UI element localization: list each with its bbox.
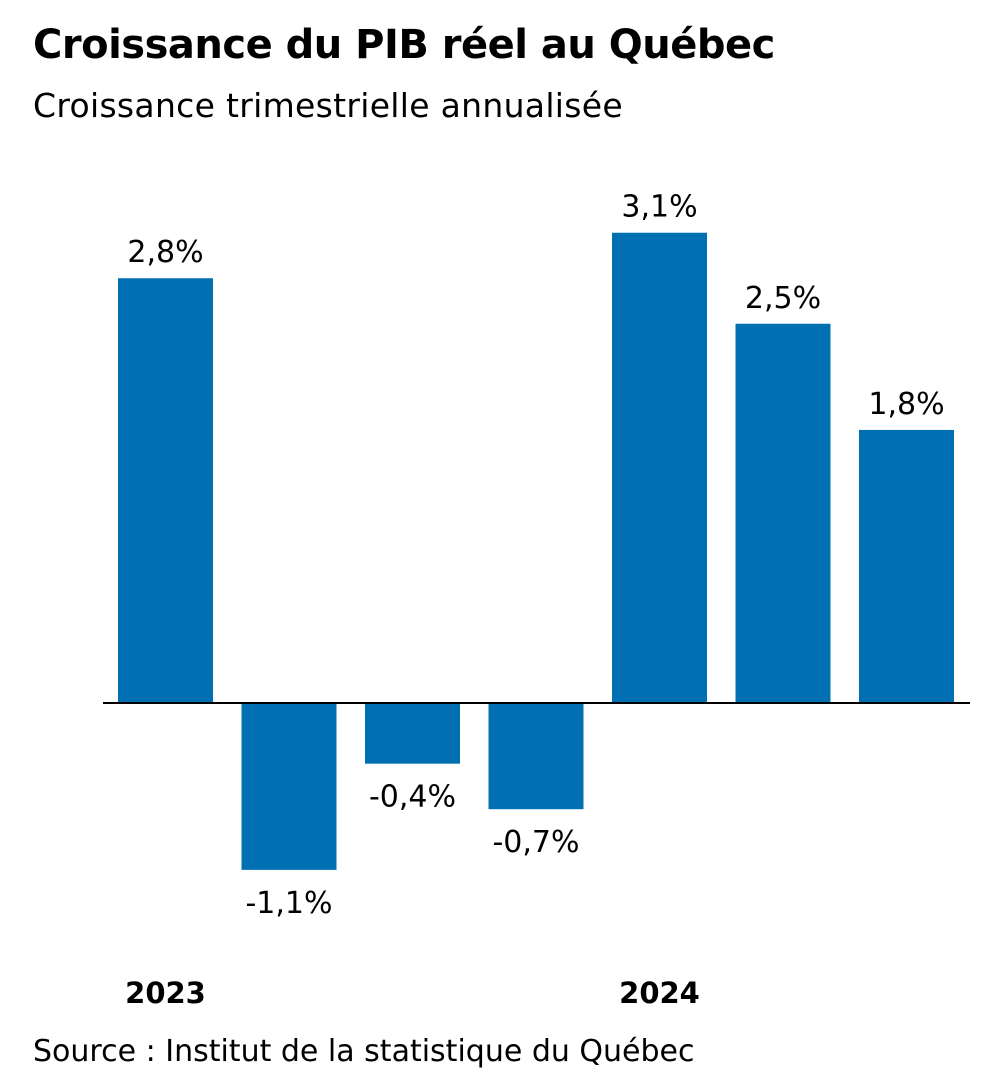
value-label-7: 1,8% xyxy=(868,387,944,422)
year-label-2023: 2023 xyxy=(125,976,206,1010)
year-label-2024: 2024 xyxy=(619,976,700,1010)
value-labels-layer: 2,8% -1,1% -0,4% -0,7% 3,1% 2,5% 1,8% xyxy=(127,190,944,921)
bar-6 xyxy=(735,323,831,703)
bar-3 xyxy=(365,703,460,764)
bars-layer xyxy=(118,232,954,870)
year-labels-layer: 2023 2024 xyxy=(125,976,700,1010)
value-label-3: -0,4% xyxy=(369,780,456,815)
value-label-1: 2,8% xyxy=(127,235,203,270)
bar-1 xyxy=(118,278,213,703)
chart-subtitle: Croissance trimestrielle annualisée xyxy=(33,86,623,125)
value-label-5: 3,1% xyxy=(621,190,697,225)
bar-2 xyxy=(241,703,337,870)
chart-title: Croissance du PIB réel au Québec xyxy=(33,22,775,68)
source-note: Source : Institut de la statistique du Q… xyxy=(33,1034,695,1069)
bar-5 xyxy=(612,232,707,704)
bar-4 xyxy=(488,703,584,810)
bar-7 xyxy=(859,429,954,703)
bar-chart: 2,8% -1,1% -0,4% -0,7% 3,1% 2,5% 1,8% 2023 2024 xyxy=(103,190,970,1010)
value-label-2: -1,1% xyxy=(245,886,332,921)
value-label-4: -0,7% xyxy=(492,825,579,860)
value-label-6: 2,5% xyxy=(745,281,821,316)
